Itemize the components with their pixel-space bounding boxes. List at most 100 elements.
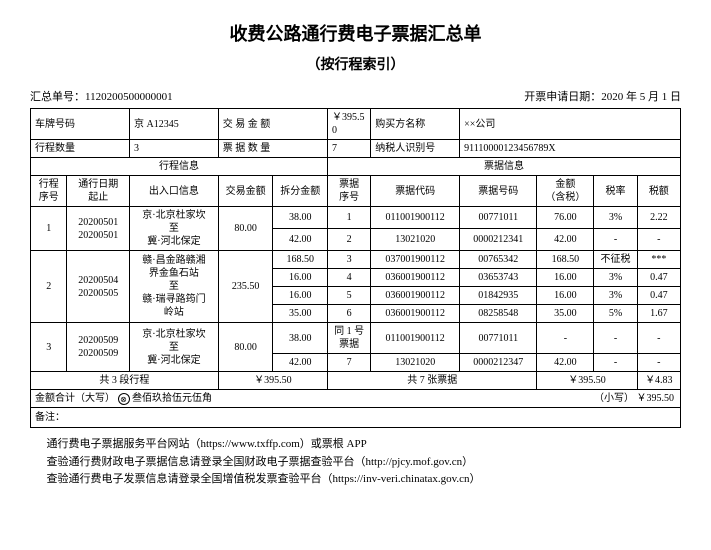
tk-code: 036001900112 [371, 269, 460, 287]
tk-code: 036001900112 [371, 305, 460, 323]
tax-id-value: 91110000123456789X [460, 140, 681, 158]
totals-tax: ￥4.83 [637, 372, 680, 390]
trip-gate: 赣·昌金路赣湘 界金鱼石站 至 赣·瑞寻路筠门 岭站 [130, 251, 219, 323]
meta-row: 汇总单号：1120200500000001 开票申请日期：2020 年 5 月 … [30, 88, 681, 104]
totals-tickets: 共 7 张票据 [328, 372, 537, 390]
tk-no: 00765342 [460, 251, 537, 269]
issue-date: 2020 年 5 月 1 日 [601, 91, 681, 103]
split-amt: 38.00 [273, 207, 328, 229]
split-amt: 38.00 [273, 323, 328, 354]
ticket-count-label: 票 据 数 量 [218, 140, 327, 158]
col-amt-tax: 金额 （含税） [537, 176, 594, 207]
split-amt: 16.00 [273, 287, 328, 305]
tk-code: 011001900112 [371, 207, 460, 229]
tk-seq: 5 [328, 287, 371, 305]
col-split-amt: 拆分金额 [273, 176, 328, 207]
remark-row: 备注： [31, 408, 681, 428]
tk-seq: 同 1 号 票据 [328, 323, 371, 354]
trip-date: 20200509 20200509 [67, 323, 130, 372]
ticket-count-value: 7 [328, 140, 371, 158]
amt-tax: 76.00 [537, 207, 594, 229]
trip-count-value: 3 [130, 140, 219, 158]
trip-info-header: 行程信息 [31, 158, 328, 176]
trip-count-label: 行程数量 [31, 140, 130, 158]
doc-subtitle: （按行程索引） [30, 54, 681, 74]
tax: 2.22 [637, 207, 680, 229]
rate: - [594, 354, 637, 372]
info-row-2: 行程数量 3 票 据 数 量 7 纳税人识别号 9111000012345678… [31, 140, 681, 158]
table-row: 320200509 20200509京·北京杜家坎 至 冀·河北保定80.003… [31, 323, 681, 354]
group-header-row: 行程信息 票据信息 [31, 158, 681, 176]
trip-date: 20200504 20200505 [67, 251, 130, 323]
totals-trade: ￥395.50 [218, 372, 327, 390]
sum-cn-row: 金额合计（大写） ⊗ 叁佰玖拾伍元伍角 （小写） ￥395.50 [31, 390, 681, 408]
tax: 1.67 [637, 305, 680, 323]
rate: 3% [594, 207, 637, 229]
tk-no: 0000212341 [460, 229, 537, 251]
rate: 3% [594, 287, 637, 305]
amt-tax: 16.00 [537, 287, 594, 305]
buyer-value: ××公司 [460, 109, 681, 140]
rate: - [594, 323, 637, 354]
summary-no-label: 汇总单号： [30, 91, 85, 103]
tk-no: 01842935 [460, 287, 537, 305]
buyer-label: 购买方名称 [371, 109, 460, 140]
col-tax: 税额 [637, 176, 680, 207]
sum-small-label: （小写） [594, 393, 634, 404]
trade-amt: 80.00 [218, 323, 273, 372]
amount-value: ￥395.50 [328, 109, 371, 140]
col-trip-seq: 行程 序号 [31, 176, 67, 207]
totals-trips: 共 3 段行程 [31, 372, 219, 390]
ticket-info-header: 票据信息 [328, 158, 681, 176]
tk-seq: 1 [328, 207, 371, 229]
col-date: 通行日期 起止 [67, 176, 130, 207]
tk-no: 00771011 [460, 207, 537, 229]
tk-code: 011001900112 [371, 323, 460, 354]
seal-icon: ⊗ [118, 393, 130, 405]
col-gate: 出入口信息 [130, 176, 219, 207]
sum-cn-value: 叁佰玖拾伍元伍角 [132, 393, 212, 404]
col-tk-seq: 票据 序号 [328, 176, 371, 207]
trade-amt: 235.50 [218, 251, 273, 323]
sum-small-value: ￥395.50 [637, 393, 675, 404]
trip-seq: 2 [31, 251, 67, 323]
tax: - [637, 354, 680, 372]
rate: 3% [594, 269, 637, 287]
split-amt: 35.00 [273, 305, 328, 323]
tk-code: 13021020 [371, 354, 460, 372]
info-row-1: 车牌号码 京 A12345 交 易 金 额 ￥395.50 购买方名称 ××公司 [31, 109, 681, 140]
table-row: 220200504 20200505赣·昌金路赣湘 界金鱼石站 至 赣·瑞寻路筠… [31, 251, 681, 269]
footer-notes: 通行费电子票据服务平台网站（https://www.txffp.com）或票根 … [30, 436, 681, 489]
tk-seq: 7 [328, 354, 371, 372]
amt-tax: 168.50 [537, 251, 594, 269]
tax-id-label: 纳税人识别号 [371, 140, 460, 158]
split-amt: 168.50 [273, 251, 328, 269]
col-rate: 税率 [594, 176, 637, 207]
column-header-row: 行程 序号 通行日期 起止 出入口信息 交易金额 拆分金额 票据 序号 票据代码… [31, 176, 681, 207]
tk-no: 00771011 [460, 323, 537, 354]
plate-label: 车牌号码 [31, 109, 130, 140]
col-tk-no: 票据号码 [460, 176, 537, 207]
amt-tax: 16.00 [537, 269, 594, 287]
tk-seq: 4 [328, 269, 371, 287]
tax: 0.47 [637, 269, 680, 287]
tax: - [637, 323, 680, 354]
tk-no: 08258548 [460, 305, 537, 323]
remark-label: 备注： [31, 408, 681, 428]
trip-gate: 京·北京杜家坎 至 冀·河北保定 [130, 323, 219, 372]
tk-seq: 2 [328, 229, 371, 251]
tk-code: 036001900112 [371, 287, 460, 305]
amount-label: 交 易 金 额 [218, 109, 327, 140]
issue-date-label: 开票申请日期： [524, 91, 601, 103]
split-amt: 16.00 [273, 269, 328, 287]
totals-row: 共 3 段行程 ￥395.50 共 7 张票据 ￥395.50 ￥4.83 [31, 372, 681, 390]
note-3: 查验通行费电子发票信息请登录全国增值税发票查验平台（https://inv-ve… [30, 471, 681, 489]
rate: 不征税 [594, 251, 637, 269]
amt-tax: - [537, 323, 594, 354]
main-table: 车牌号码 京 A12345 交 易 金 额 ￥395.50 购买方名称 ××公司… [30, 108, 681, 428]
tk-code: 037001900112 [371, 251, 460, 269]
summary-no: 1120200500000001 [85, 91, 173, 103]
sum-cn-label: 金额合计（大写） [35, 393, 115, 404]
table-row: 120200501 20200501京·北京杜家坎 至 冀·河北保定80.003… [31, 207, 681, 229]
tax: 0.47 [637, 287, 680, 305]
